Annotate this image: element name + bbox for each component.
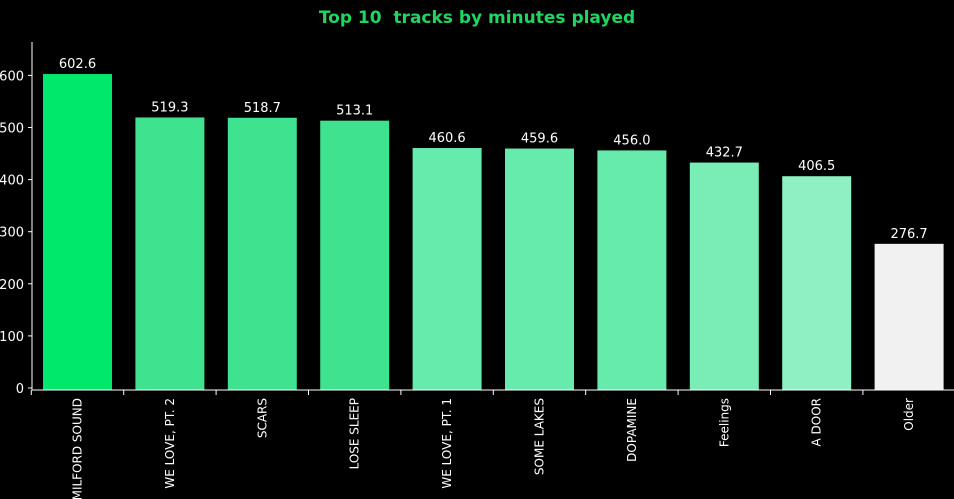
category-label: SOME LAKES	[533, 398, 547, 475]
bar	[597, 150, 667, 390]
bar	[135, 117, 205, 390]
data-label: 602.6	[59, 57, 96, 72]
y-tick-label: 400	[0, 174, 24, 189]
bar	[412, 148, 482, 390]
category-label: LOSE SLEEP	[348, 398, 362, 469]
category-label: DOPAMINE	[625, 398, 639, 462]
y-tick-label: 200	[0, 278, 24, 293]
data-label: 406.5	[798, 159, 835, 174]
data-label: 460.6	[428, 131, 465, 146]
category-label: MILFORD SOUND	[71, 398, 85, 499]
data-label: 432.7	[706, 146, 743, 161]
data-label: 518.7	[244, 101, 281, 116]
bar	[782, 176, 852, 390]
bar	[874, 243, 944, 390]
labels-layer: 602.6 MILFORD SOUND 519.3 WE LOVE, PT. 2 518…	[0, 57, 928, 499]
chart-title: Top 10 tracks by minutes played	[318, 8, 636, 28]
bar	[689, 162, 759, 390]
data-label: 459.6	[521, 132, 558, 147]
bar	[227, 117, 297, 391]
y-tick-label: 600	[0, 69, 24, 84]
category-label: WE LOVE, PT. 1	[440, 398, 454, 489]
y-tick-label: 100	[0, 330, 24, 345]
data-label: 519.3	[151, 100, 188, 115]
category-label: Older	[902, 398, 916, 431]
y-tick-label: 0	[16, 382, 24, 397]
data-label: 276.7	[890, 227, 927, 242]
bar	[43, 74, 112, 390]
data-label: 456.0	[613, 133, 650, 148]
bar	[320, 120, 390, 390]
category-label: SCARS	[255, 398, 269, 438]
bar	[505, 148, 574, 390]
axes-layer	[28, 42, 954, 395]
data-label: 513.1	[336, 104, 373, 119]
bars-layer	[43, 74, 944, 391]
y-tick-label: 300	[0, 226, 24, 241]
category-label: Feelings	[717, 398, 731, 447]
y-tick-label: 500	[0, 122, 24, 137]
category-label: WE LOVE, PT. 2	[163, 398, 177, 489]
category-label: A DOOR	[810, 398, 824, 447]
